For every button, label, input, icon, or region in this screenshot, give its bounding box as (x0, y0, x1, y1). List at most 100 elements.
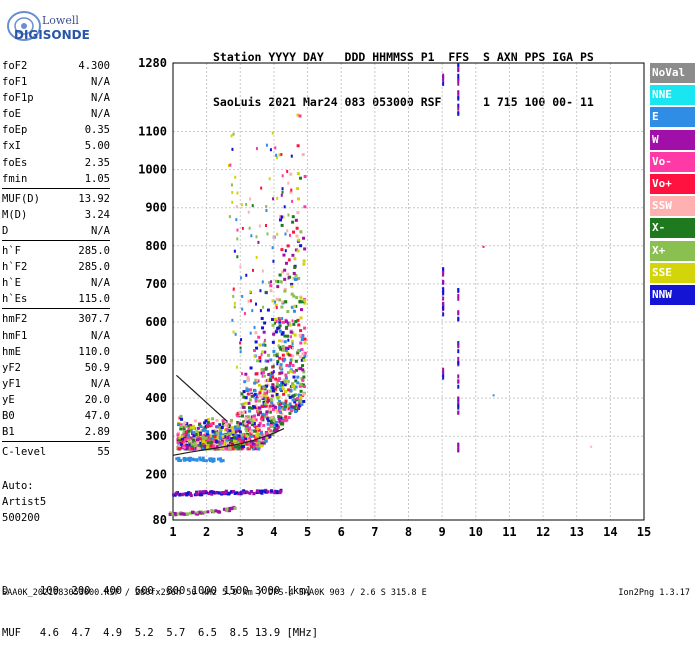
echo-point (260, 353, 263, 357)
echo-point (204, 435, 208, 439)
echo-point (257, 394, 261, 398)
echo-point (264, 404, 268, 408)
echo-point (299, 400, 303, 404)
param-separator (2, 308, 110, 310)
echo-point (284, 320, 288, 324)
echo-point (457, 405, 460, 410)
echo-point (283, 407, 287, 411)
echo-point (300, 402, 304, 406)
echo-point (272, 370, 275, 374)
echo-point (198, 441, 202, 445)
echo-point (281, 348, 285, 352)
echo-point (298, 355, 302, 359)
echo-point (187, 434, 191, 438)
echo-point (283, 405, 287, 409)
echo-point (224, 491, 228, 495)
header-line-2: SaoLuis 2021 Mar24 083 053000 RSF 1 715 … (213, 95, 594, 109)
echo-point (210, 509, 214, 513)
echo-point (289, 389, 293, 393)
echo-point (281, 190, 284, 194)
echo-point (236, 420, 240, 424)
echo-point (264, 394, 268, 398)
echo-point (300, 308, 304, 312)
echo-point (263, 374, 266, 378)
echo-point (193, 444, 197, 448)
echo-point (266, 232, 269, 236)
echo-point (303, 247, 307, 251)
echo-point (267, 399, 271, 403)
echo-point (280, 365, 283, 369)
echo-point (230, 439, 234, 443)
echo-point (185, 493, 189, 497)
echo-point (264, 338, 267, 342)
echo-point (268, 404, 272, 408)
echo-point (221, 459, 225, 463)
echo-point (299, 329, 303, 333)
echo-point (201, 435, 205, 439)
echo-point (251, 445, 255, 449)
echo-point (252, 442, 256, 446)
echo-point (492, 394, 495, 397)
x-tick-label: 10 (469, 525, 483, 539)
echo-point (298, 384, 302, 388)
echo-point (204, 491, 208, 495)
echo-point (277, 399, 281, 403)
echo-point (180, 443, 184, 447)
echo-point (286, 379, 290, 383)
echo-point (209, 444, 213, 448)
echo-point (297, 238, 301, 242)
echo-point (278, 366, 282, 370)
echo-point (259, 439, 263, 443)
x-tick-label: 3 (237, 525, 244, 539)
echo-point (457, 81, 460, 86)
param-separator (2, 441, 110, 443)
legend-item: Vo+ (650, 173, 695, 194)
echo-point (267, 353, 271, 357)
echo-point (457, 400, 460, 405)
echo-point (457, 287, 460, 292)
echo-point (275, 393, 279, 397)
echo-point (296, 351, 300, 355)
echo-point (264, 379, 268, 383)
echo-point (282, 392, 286, 396)
echo-point (264, 343, 267, 347)
echo-point (291, 220, 295, 224)
echo-point (265, 205, 268, 209)
echo-point (277, 417, 281, 421)
echo-point (188, 446, 192, 450)
echo-point (298, 398, 302, 402)
echo-point (224, 446, 228, 450)
echo-point (190, 447, 194, 451)
echo-point (198, 423, 202, 427)
echo-point (280, 412, 284, 416)
echo-point (215, 431, 219, 435)
echo-point (239, 422, 243, 426)
echo-point (271, 131, 274, 135)
echo-point (442, 267, 445, 272)
echo-point (257, 406, 261, 410)
echo-point (214, 443, 218, 447)
echo-point (216, 425, 220, 429)
echo-point (222, 422, 226, 426)
legend-item: Vo- (650, 151, 695, 172)
echo-point (302, 399, 306, 403)
echo-point (233, 249, 236, 253)
param-value: N/A (91, 224, 110, 237)
echo-point (281, 300, 284, 304)
echo-point (213, 434, 217, 438)
echo-point (270, 394, 274, 398)
echo-point (286, 321, 289, 325)
echo-point (244, 425, 248, 429)
echo-point (254, 302, 257, 306)
echo-point (299, 382, 303, 386)
echo-point (210, 422, 214, 426)
echo-point (457, 443, 460, 448)
echo-point (284, 300, 288, 304)
param-value: N/A (91, 92, 110, 105)
echo-point (263, 396, 267, 400)
echo-point (253, 389, 257, 393)
echo-point (198, 456, 202, 460)
echo-point (263, 350, 267, 354)
echo-point (212, 439, 216, 443)
echo-point (244, 396, 248, 400)
